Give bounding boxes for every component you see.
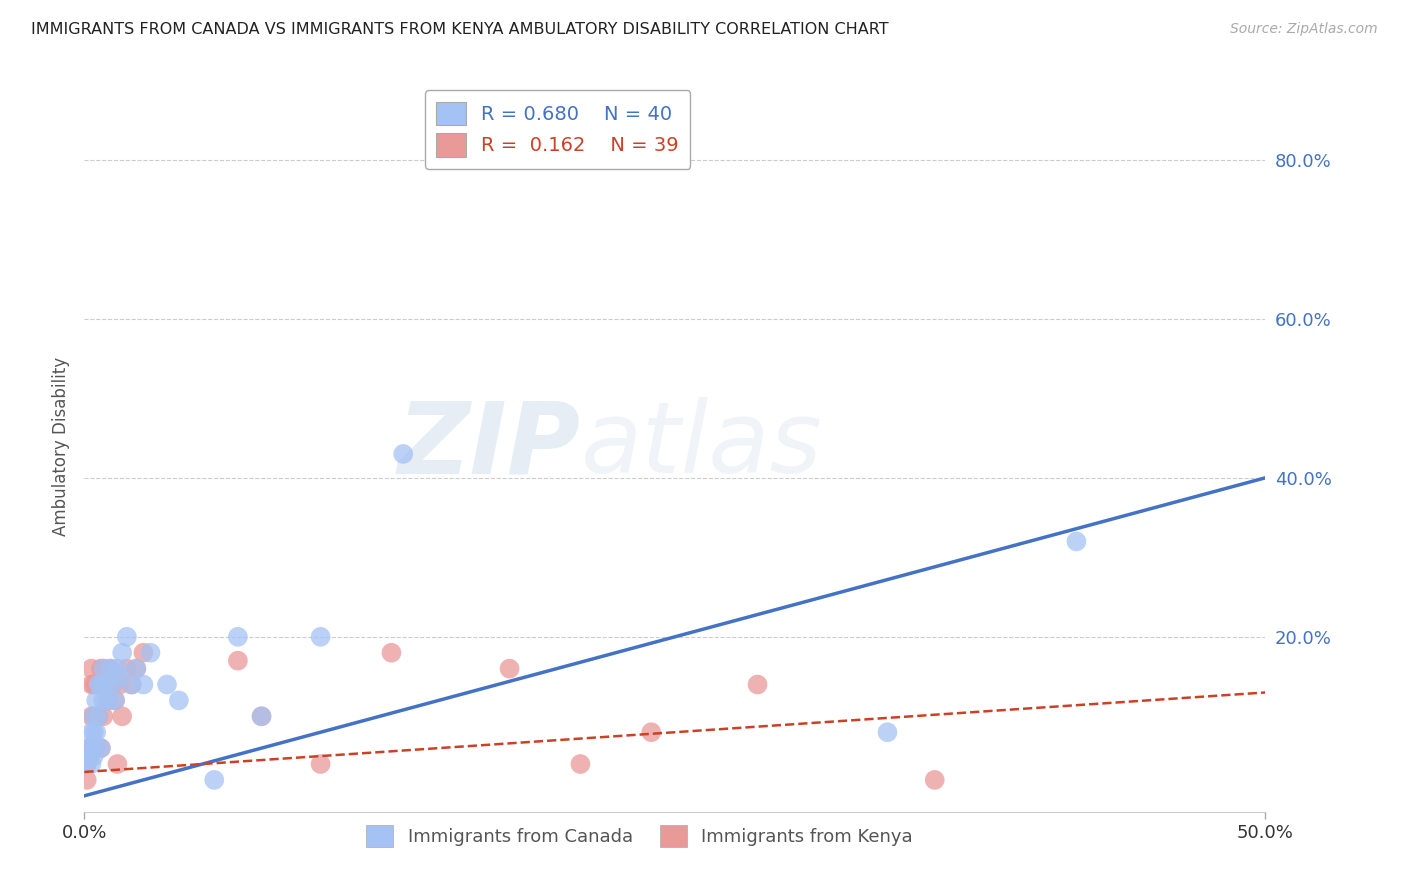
Point — [83, 749, 105, 764]
Point — [80, 725, 103, 739]
Point — [107, 757, 129, 772]
Point — [104, 693, 127, 707]
Point — [101, 677, 124, 691]
Point — [80, 709, 103, 723]
Point — [83, 677, 105, 691]
Point — [104, 693, 127, 707]
Point — [250, 709, 273, 723]
Point — [226, 630, 249, 644]
Point — [84, 677, 107, 691]
Point — [309, 757, 332, 772]
Point — [90, 662, 112, 676]
Point — [80, 741, 103, 756]
Point — [640, 725, 662, 739]
Point — [569, 757, 592, 772]
Point — [80, 757, 103, 772]
Point — [139, 646, 162, 660]
Point — [108, 677, 131, 691]
Point — [90, 741, 112, 756]
Point — [90, 741, 112, 756]
Point — [250, 709, 273, 723]
Text: IMMIGRANTS FROM CANADA VS IMMIGRANTS FROM KENYA AMBULATORY DISABILITY CORRELATIO: IMMIGRANTS FROM CANADA VS IMMIGRANTS FRO… — [31, 22, 889, 37]
Point — [97, 693, 120, 707]
Point — [132, 677, 155, 691]
Point — [91, 693, 114, 707]
Point — [91, 709, 114, 723]
Point — [125, 662, 148, 676]
Point — [121, 677, 143, 691]
Point — [202, 772, 225, 787]
Point — [98, 662, 121, 676]
Point — [91, 662, 114, 676]
Point — [84, 725, 107, 739]
Text: Source: ZipAtlas.com: Source: ZipAtlas.com — [1230, 22, 1378, 37]
Point — [84, 741, 107, 756]
Point — [115, 630, 138, 644]
Point — [97, 693, 120, 707]
Point — [94, 677, 117, 691]
Point — [90, 677, 112, 691]
Point — [94, 677, 117, 691]
Point — [167, 693, 190, 707]
Point — [125, 662, 148, 676]
Point — [80, 662, 103, 676]
Point — [83, 709, 105, 723]
Point — [76, 757, 98, 772]
Point — [111, 709, 134, 723]
Point — [132, 646, 155, 660]
Text: atlas: atlas — [581, 398, 823, 494]
Point — [87, 709, 110, 723]
Point — [76, 757, 98, 772]
Point — [115, 662, 138, 676]
Point — [226, 654, 249, 668]
Point — [108, 669, 131, 683]
Point — [924, 772, 946, 787]
Point — [84, 741, 107, 756]
Point — [98, 662, 121, 676]
Point — [77, 749, 100, 764]
Point — [111, 646, 134, 660]
Point — [83, 741, 105, 756]
Point — [107, 662, 129, 676]
Point — [498, 662, 520, 676]
Point — [83, 709, 105, 723]
Point — [87, 677, 110, 691]
Point — [156, 677, 179, 691]
Legend: Immigrants from Canada, Immigrants from Kenya: Immigrants from Canada, Immigrants from … — [359, 817, 920, 854]
Point — [84, 693, 107, 707]
Point — [309, 630, 332, 644]
Point — [87, 709, 110, 723]
Point — [91, 662, 114, 676]
Point — [1066, 534, 1088, 549]
Point — [83, 725, 105, 739]
Y-axis label: Ambulatory Disability: Ambulatory Disability — [52, 357, 70, 535]
Point — [101, 677, 124, 691]
Point — [76, 772, 98, 787]
Point — [80, 677, 103, 691]
Point — [380, 646, 402, 660]
Point — [77, 749, 100, 764]
Point — [77, 741, 100, 756]
Point — [876, 725, 898, 739]
Point — [747, 677, 769, 691]
Point — [77, 741, 100, 756]
Point — [87, 677, 110, 691]
Point — [392, 447, 415, 461]
Text: ZIP: ZIP — [398, 398, 581, 494]
Point — [121, 677, 143, 691]
